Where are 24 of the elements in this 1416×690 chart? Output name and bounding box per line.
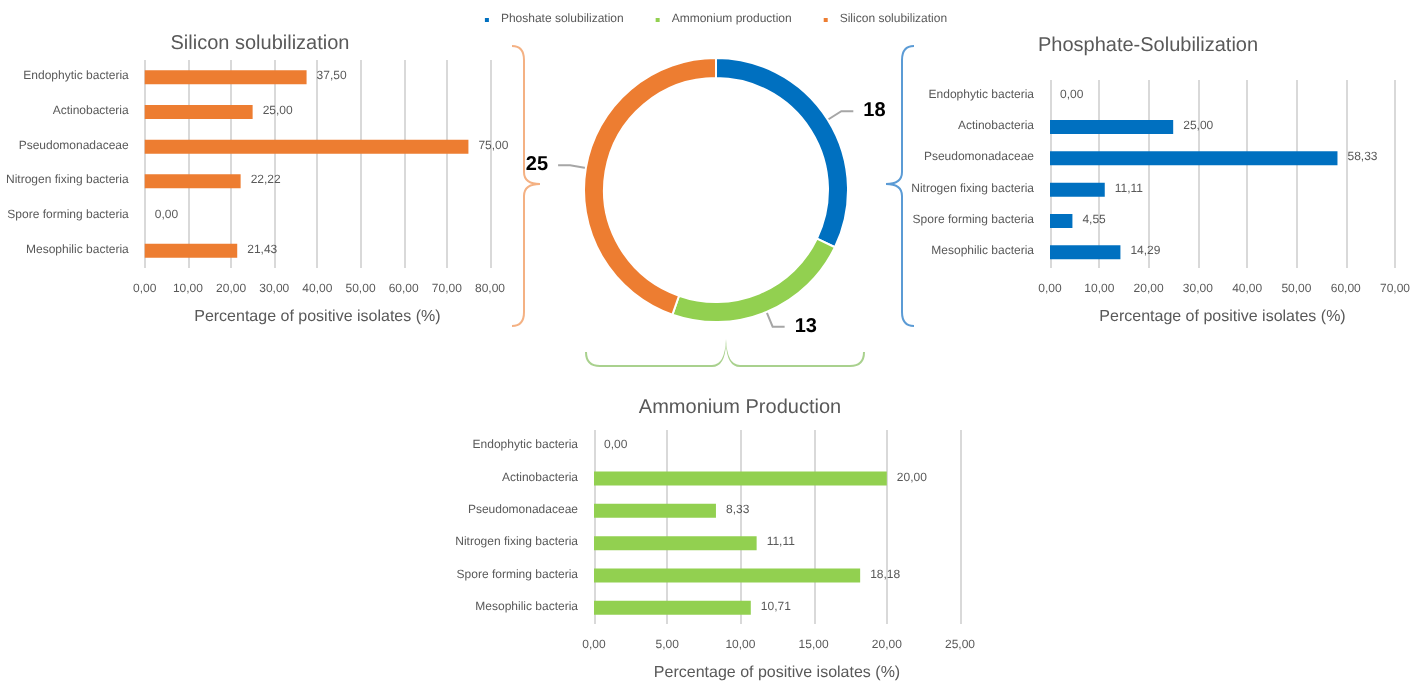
bar [144,139,469,154]
x-axis-title: Percentage of positive isolates (%) [194,307,442,325]
chart-title: Silicon solubilization [170,33,350,55]
bar [1050,245,1121,260]
bar [144,70,307,85]
chart-title: Ammonium Production [638,397,842,419]
x-axis-title: Percentage of positive isolates (%) [1099,307,1347,325]
bar [594,503,716,518]
bar [144,105,253,119]
bar [594,568,861,583]
chart-title: Phosphate-Solubilization [1037,35,1259,57]
data-label: 25 [525,154,549,177]
bar [144,243,238,258]
bar [594,600,751,615]
data-label: 13 [794,315,818,338]
bar [1050,182,1105,197]
bar [594,536,757,551]
data-label: 18 [863,100,887,123]
bar [1050,151,1338,166]
bar [1050,120,1174,134]
x-axis-title: Percentage of positive isolates (%) [653,663,901,681]
bar [1050,214,1073,228]
bar [144,174,241,189]
bar [594,471,887,486]
